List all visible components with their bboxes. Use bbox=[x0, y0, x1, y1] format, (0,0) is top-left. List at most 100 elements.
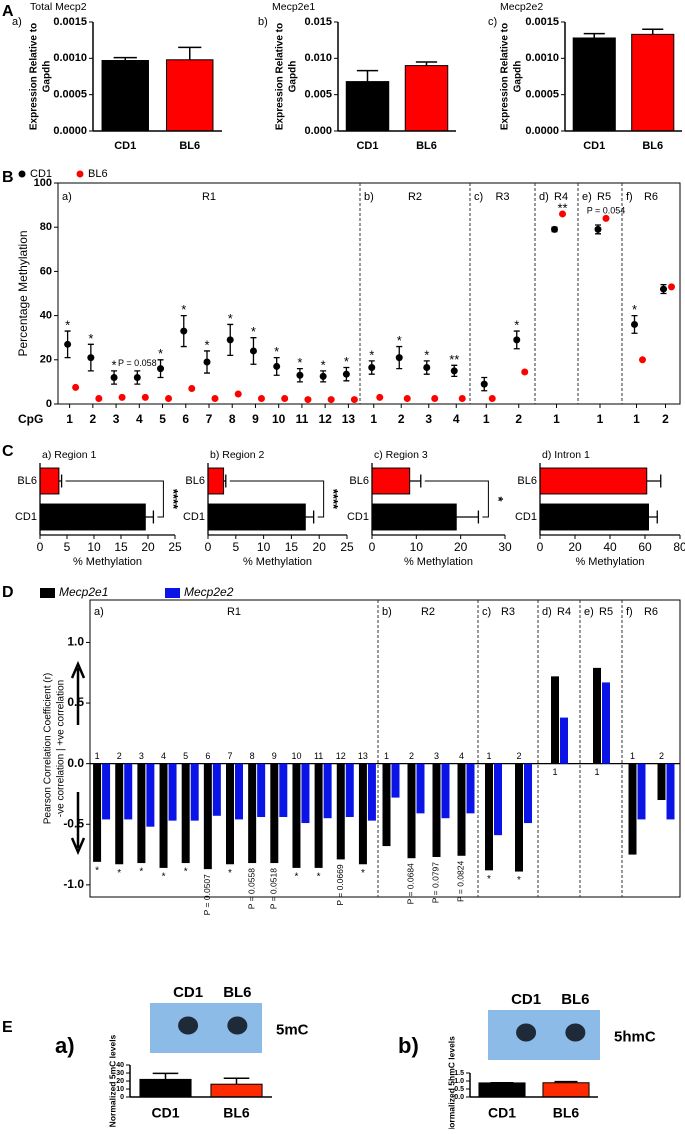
y-tick-label: 60 bbox=[40, 265, 52, 277]
y-tick-label: 0.0 bbox=[67, 756, 84, 770]
x-tick-label: 12 bbox=[336, 751, 346, 761]
x-tick-label: 2 bbox=[398, 412, 405, 426]
data-point bbox=[668, 283, 675, 290]
x-tick-label: 10 bbox=[272, 412, 286, 426]
error-bar bbox=[178, 47, 201, 59]
bar bbox=[324, 764, 332, 819]
bar bbox=[301, 764, 309, 823]
y-axis-label: Normalized 5hmC levels bbox=[446, 1036, 456, 1129]
blot-label: 5mC bbox=[276, 1021, 309, 1038]
bar bbox=[593, 668, 601, 764]
data-point bbox=[72, 384, 79, 391]
bar bbox=[124, 764, 132, 820]
annotation: * bbox=[397, 333, 402, 348]
bar bbox=[204, 764, 212, 869]
x-tick-label: 1 bbox=[483, 412, 490, 426]
panel-label: C bbox=[2, 443, 14, 460]
blot-label: 5hmC bbox=[614, 1028, 656, 1045]
x-tick-label: BL6 bbox=[553, 1105, 580, 1121]
bar bbox=[540, 504, 649, 530]
data-point bbox=[235, 391, 242, 398]
region-tag: e) bbox=[584, 606, 594, 618]
y-tick-label: 0.0010 bbox=[53, 52, 87, 64]
annotation: * bbox=[139, 867, 143, 878]
x-tick-label: 13 bbox=[342, 412, 356, 426]
annotation: * bbox=[491, 496, 506, 502]
data-point bbox=[513, 336, 520, 343]
data-point bbox=[119, 394, 126, 401]
data-point bbox=[603, 215, 610, 222]
y-axis-label: Expression Relative to bbox=[29, 23, 40, 130]
blot-spot bbox=[178, 1017, 198, 1035]
x-tick-label: 0 bbox=[537, 540, 544, 554]
annotation: ** bbox=[449, 352, 459, 367]
region-tag: f) bbox=[626, 606, 633, 618]
sub-label: b) bbox=[398, 1033, 419, 1058]
y-tick-label: CD1 bbox=[515, 511, 537, 523]
data-point bbox=[87, 354, 94, 361]
y-tick-label: 40 bbox=[116, 1062, 124, 1069]
bar bbox=[182, 764, 190, 863]
y-axis-label: Gapdh bbox=[513, 61, 524, 93]
y-tick-label: 0.0000 bbox=[525, 125, 559, 137]
bar bbox=[494, 764, 502, 836]
x-tick-label: 1 bbox=[66, 412, 73, 426]
annotation: * bbox=[95, 865, 99, 876]
data-point bbox=[660, 286, 667, 293]
bar bbox=[485, 764, 493, 871]
annotation: P = 0.0684 bbox=[406, 863, 416, 904]
bar bbox=[167, 60, 213, 131]
region-tag: a) bbox=[62, 191, 72, 203]
error-bar bbox=[642, 29, 663, 34]
x-tick-label: 60 bbox=[638, 540, 652, 554]
x-tick-label: 0 bbox=[37, 540, 44, 554]
x-axis-label: % Methylation bbox=[73, 556, 142, 568]
region-tag: b) bbox=[364, 191, 374, 203]
bar bbox=[270, 764, 278, 863]
y-axis-label: Normalized 5mC levels bbox=[107, 1034, 117, 1127]
x-tick-label: 10 bbox=[410, 540, 424, 554]
chart-title: Mecp2e1 bbox=[272, 1, 315, 13]
y-tick-label: 80 bbox=[40, 221, 52, 233]
x-tick-label: 3 bbox=[113, 412, 120, 426]
region-tag: c) bbox=[474, 191, 483, 203]
bar bbox=[315, 764, 323, 868]
region-tag: f) bbox=[626, 191, 633, 203]
data-point bbox=[396, 354, 403, 361]
data-point bbox=[343, 371, 350, 378]
data-point bbox=[595, 226, 602, 233]
y-tick-label: 40 bbox=[40, 310, 52, 322]
data-point bbox=[180, 328, 187, 335]
data-point bbox=[134, 374, 141, 381]
bar bbox=[383, 764, 391, 846]
region-tag: a) bbox=[94, 606, 104, 618]
bar bbox=[372, 504, 456, 530]
annotation: * bbox=[344, 354, 349, 369]
x-tick-label: BL6 bbox=[179, 140, 200, 152]
annotation: * bbox=[517, 875, 521, 886]
data-point bbox=[258, 395, 265, 402]
y-axis-label: Expression Relative to bbox=[275, 23, 286, 130]
annotation: * bbox=[112, 357, 117, 372]
annotation: * bbox=[228, 868, 232, 879]
bar bbox=[115, 764, 123, 865]
annotation: * bbox=[369, 347, 374, 362]
legend-label: BL6 bbox=[88, 168, 108, 180]
bar bbox=[515, 764, 523, 872]
x-tick-label: 25 bbox=[168, 540, 182, 554]
x-tick-label: CD1 bbox=[356, 140, 378, 152]
legend-label: Mecp2e2 bbox=[184, 585, 234, 599]
x-tick-label: 0 bbox=[205, 540, 212, 554]
x-tick-label: BL6 bbox=[642, 140, 663, 152]
x-tick-label: 10 bbox=[87, 540, 101, 554]
y-tick-label: 0.000 bbox=[304, 125, 332, 137]
plot-frame bbox=[90, 600, 680, 897]
error-bar bbox=[647, 475, 661, 488]
bar bbox=[479, 1083, 525, 1097]
region-tag: d) bbox=[539, 191, 549, 203]
y-tick-label: 0 bbox=[120, 1094, 124, 1101]
bar bbox=[102, 764, 110, 820]
y-tick-label: 0.0000 bbox=[53, 125, 87, 137]
annotation: * bbox=[65, 318, 70, 333]
x-tick-label: 1 bbox=[552, 767, 557, 777]
